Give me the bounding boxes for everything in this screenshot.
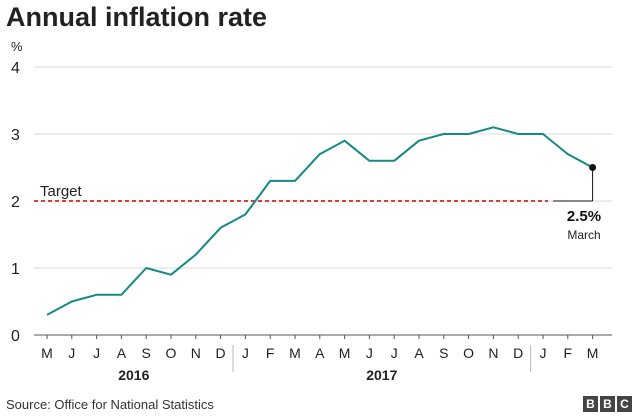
y-tick-label: 0 — [11, 328, 20, 345]
year-label: 2017 — [366, 367, 397, 383]
year-label: 2016 — [118, 367, 149, 383]
x-tick-label: M — [587, 345, 599, 361]
y-tick-label: 2 — [11, 194, 20, 211]
x-tick-label: J — [366, 345, 373, 361]
y-tick-label: 3 — [11, 127, 20, 144]
x-tick-label: M — [289, 345, 301, 361]
y-tick-label: 1 — [11, 261, 20, 278]
x-tick-label: F — [266, 345, 275, 361]
x-tick-label: O — [463, 345, 474, 361]
chart-title: Annual inflation rate — [6, 2, 268, 32]
x-tick-label: J — [68, 345, 75, 361]
x-tick-label: D — [513, 345, 523, 361]
x-tick-label: F — [564, 345, 573, 361]
logo-letter: B — [600, 396, 615, 412]
x-tick-label: O — [166, 345, 177, 361]
target-label: Target — [40, 183, 83, 200]
annotation-value-label: 2.5% — [567, 208, 601, 225]
x-tick-label: M — [41, 345, 53, 361]
x-tick-label: A — [414, 345, 424, 361]
annotation-month-label: March — [567, 228, 600, 242]
x-tick-label: S — [439, 345, 448, 361]
x-tick-label: N — [191, 345, 201, 361]
source-note: Source: Office for National Statistics — [6, 397, 214, 412]
y-unit-label: % — [11, 39, 23, 54]
x-tick-label: D — [216, 345, 226, 361]
x-tick-label: N — [488, 345, 498, 361]
x-tick-label: A — [315, 345, 325, 361]
logo-letter: C — [617, 396, 632, 412]
line-layer — [46, 126, 594, 316]
inflation-series-line — [46, 126, 594, 316]
annotation-layer: 2.5% March — [553, 164, 601, 242]
target-layer: Target — [34, 183, 548, 202]
x-tick-label: M — [339, 345, 351, 361]
x-tick-label: J — [391, 345, 398, 361]
bbc-logo: B B C — [583, 396, 632, 412]
logo-letter: B — [583, 396, 598, 412]
x-tick-label: A — [117, 345, 127, 361]
x-tick-label: S — [142, 345, 151, 361]
y-tick-label: 4 — [11, 60, 20, 77]
x-tick-label: J — [242, 345, 249, 361]
x-tick-label: J — [93, 345, 100, 361]
x-tick-label: J — [540, 345, 547, 361]
